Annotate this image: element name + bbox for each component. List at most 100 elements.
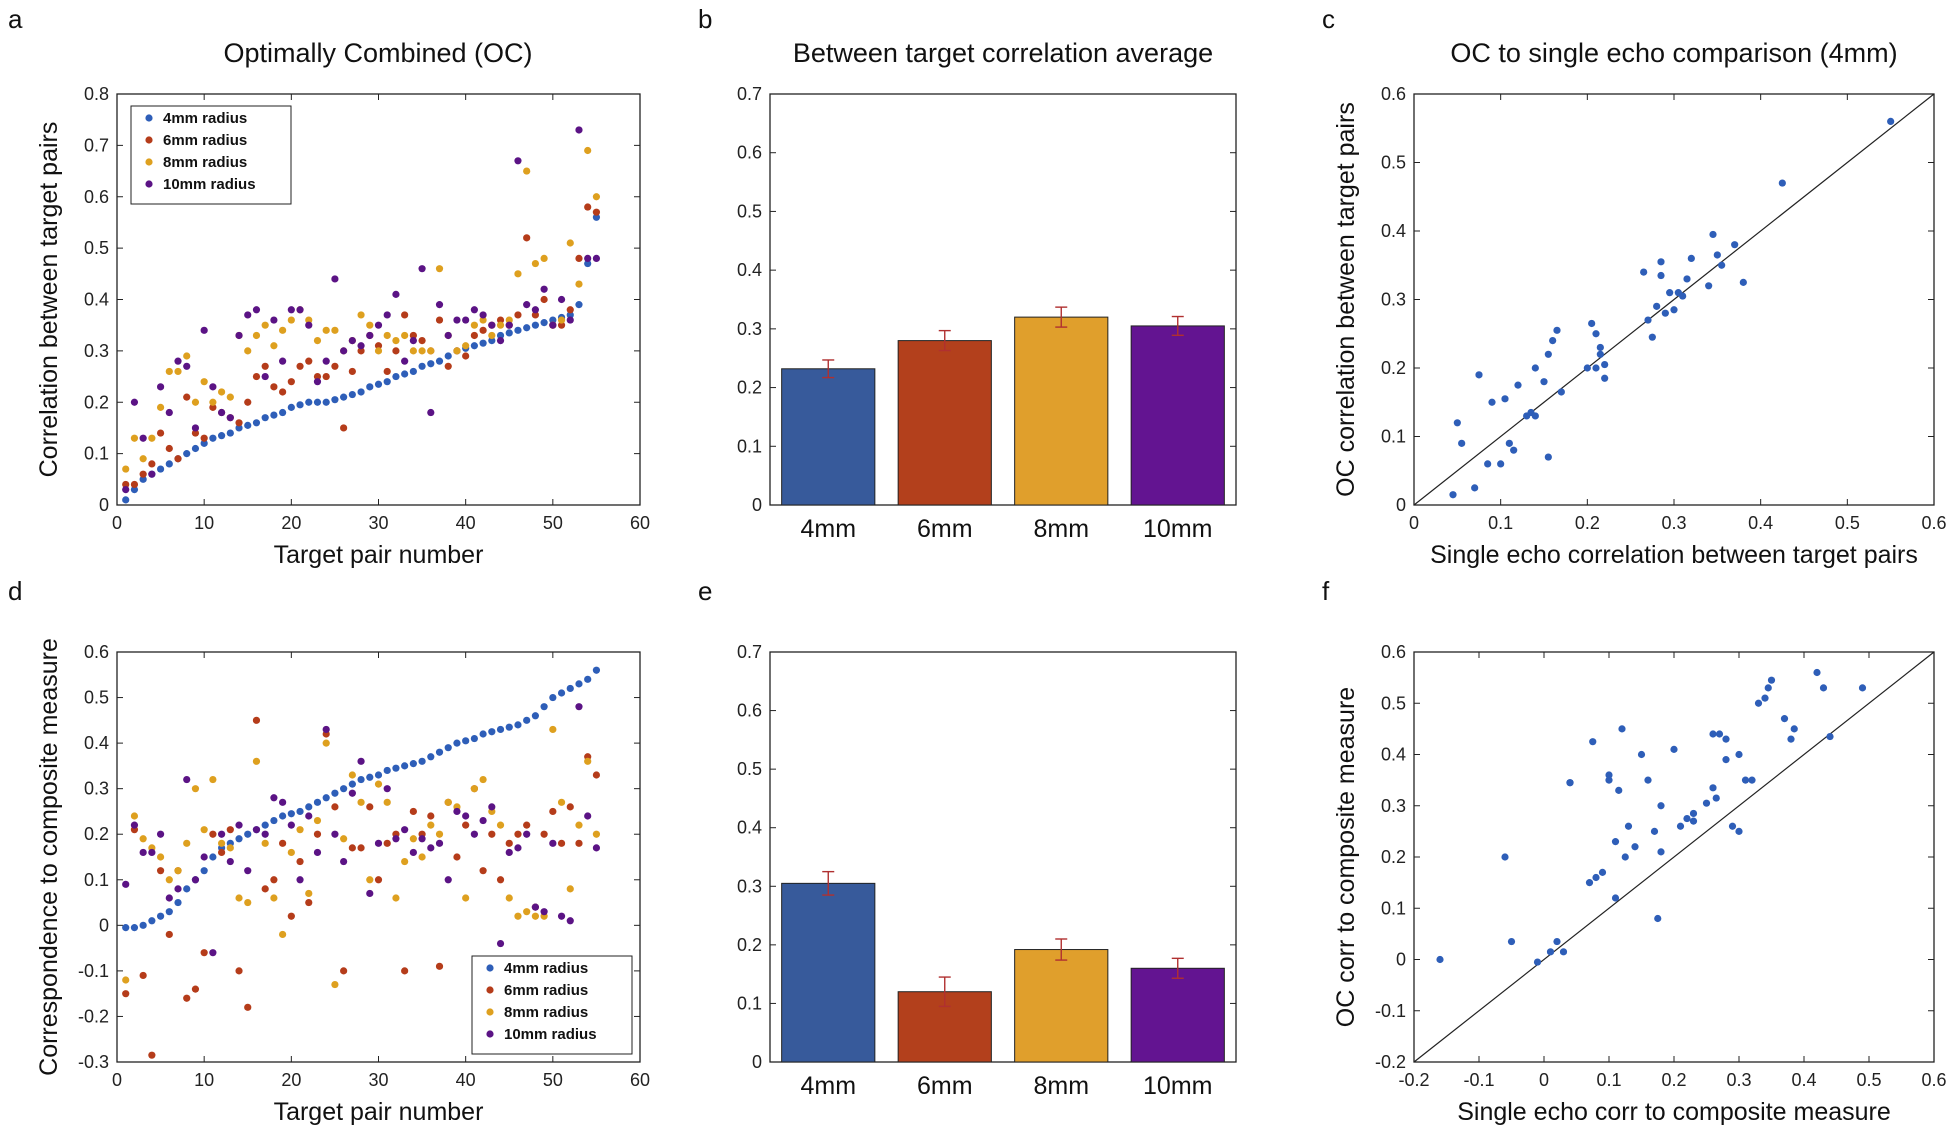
legend-box (130, 105, 292, 205)
y-tick-label: 0.5 (737, 201, 762, 221)
data-point (1709, 730, 1717, 738)
data-point (418, 362, 426, 370)
data-point (1644, 776, 1652, 784)
data-point (427, 812, 435, 820)
data-point (1615, 786, 1623, 794)
data-point (296, 362, 304, 370)
data-point (453, 807, 461, 816)
data-point (200, 434, 208, 442)
data-point (322, 357, 330, 365)
data-point (374, 342, 383, 350)
data-point (531, 712, 540, 720)
data-point (488, 321, 496, 329)
data-point (435, 748, 444, 756)
data-point (1790, 725, 1798, 733)
data-point (357, 311, 365, 319)
data-point (540, 703, 548, 711)
data-point (383, 331, 391, 340)
data-point (200, 378, 208, 386)
data-point (331, 362, 339, 370)
data-point (584, 812, 592, 820)
data-point (1621, 853, 1629, 861)
y-tick-label: 0 (99, 915, 109, 935)
data-point (235, 419, 243, 427)
data-point (584, 757, 592, 765)
identity-line (1413, 651, 1935, 1063)
data-point (296, 876, 304, 884)
data-point (549, 839, 557, 847)
y-tick-label: 0.7 (84, 135, 109, 155)
data-point (392, 347, 400, 355)
data-point (523, 301, 531, 309)
legend-marker (145, 114, 153, 122)
x-tick-label: 0.4 (1791, 1070, 1816, 1090)
data-point (462, 737, 470, 745)
data-point (1592, 364, 1600, 372)
bar-10mm (1130, 967, 1225, 1063)
data-point (1605, 776, 1613, 784)
data-point (165, 894, 173, 902)
data-point (401, 311, 409, 319)
axes-frame (769, 651, 1237, 1063)
data-point (549, 316, 557, 324)
data-point (592, 830, 601, 838)
x-tick-label: 30 (368, 1070, 388, 1090)
data-point (1735, 750, 1743, 759)
data-point (462, 812, 470, 820)
data-point (287, 316, 295, 324)
data-point (592, 254, 601, 262)
x-tick-label: 0.6 (1921, 1070, 1946, 1090)
data-point (383, 839, 391, 847)
data-point (540, 319, 548, 327)
data-point (575, 254, 583, 262)
data-point (496, 939, 505, 948)
data-point (139, 455, 147, 463)
data-point (409, 807, 417, 816)
bar-4mm (781, 368, 876, 506)
x-category-label: 4mm (800, 515, 856, 543)
data-point (296, 807, 304, 816)
data-point (1484, 460, 1492, 468)
data-point (1611, 894, 1620, 902)
data-point (1531, 412, 1539, 420)
data-point (366, 383, 374, 391)
data-point (584, 203, 592, 211)
data-point (252, 306, 261, 314)
data-point (261, 830, 269, 838)
data-point (1544, 350, 1552, 358)
data-point (261, 362, 269, 370)
x-tick-label: 0.4 (1748, 513, 1773, 533)
data-point (340, 857, 348, 866)
data-point (1514, 381, 1522, 389)
data-point (305, 889, 313, 898)
x-tick-label: 0.3 (1726, 1070, 1751, 1090)
data-point (479, 339, 487, 347)
data-point (592, 213, 601, 221)
data-point (1767, 676, 1776, 684)
data-point (1748, 776, 1756, 784)
data-point (531, 912, 540, 920)
data-point (122, 990, 130, 998)
data-point (496, 337, 505, 345)
data-point (122, 485, 130, 494)
data-point (566, 316, 574, 324)
data-point (1722, 735, 1730, 743)
data-point (488, 337, 496, 345)
data-point (200, 439, 208, 447)
data-point (235, 331, 243, 340)
x-tick-label: -0.2 (1398, 1070, 1429, 1090)
data-point (287, 306, 295, 314)
panel-letter: a (8, 4, 23, 34)
data-point (279, 388, 287, 396)
data-point (557, 295, 566, 304)
panel-letter: f (1322, 576, 1330, 606)
data-point (392, 372, 400, 381)
legend-box (471, 955, 633, 1055)
data-point (496, 321, 505, 329)
data-point (270, 316, 278, 324)
data-point (444, 362, 452, 370)
data-point (566, 311, 574, 319)
x-tick-label: 0.1 (1488, 513, 1513, 533)
data-point (244, 830, 252, 838)
data-point (340, 347, 348, 355)
